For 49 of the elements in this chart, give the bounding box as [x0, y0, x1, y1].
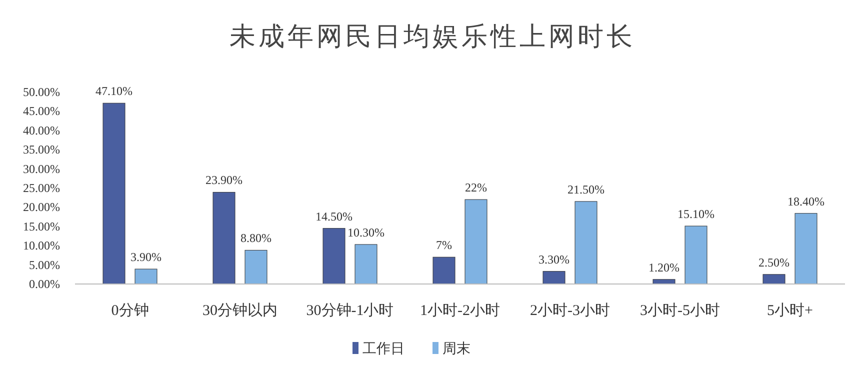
data-label: 18.40% — [788, 194, 824, 208]
y-tick-label: 0.00% — [29, 277, 60, 291]
x-tick-label: 30分钟以内 — [202, 302, 278, 319]
bar — [244, 250, 268, 284]
bar — [684, 226, 708, 284]
data-label: 21.50% — [568, 182, 604, 196]
data-label: 3.30% — [538, 252, 570, 266]
bar — [134, 268, 158, 284]
bar — [322, 228, 346, 284]
data-label: 3.90% — [130, 250, 162, 264]
y-tick-label: 45.00% — [23, 104, 60, 118]
x-tick-label: 1小时-2小时 — [420, 302, 500, 319]
data-label: 47.10% — [96, 84, 132, 98]
bar — [652, 279, 676, 284]
y-tick-label: 30.00% — [23, 162, 60, 176]
y-tick-label: 5.00% — [29, 258, 60, 272]
data-label: 14.50% — [316, 209, 352, 224]
x-tick-label: 0分钟 — [111, 302, 149, 319]
x-tick-label: 30分钟-1小时 — [306, 302, 394, 319]
bar — [542, 271, 566, 284]
x-tick-label: 2小时-3小时 — [530, 302, 610, 319]
bar — [794, 213, 818, 284]
bar — [354, 244, 378, 284]
bar — [464, 199, 488, 284]
y-tick-label: 10.00% — [23, 238, 60, 253]
bar — [212, 192, 236, 284]
y-tick-label: 35.00% — [23, 142, 60, 157]
data-label: 2.50% — [758, 255, 790, 270]
data-label: 7% — [436, 238, 452, 252]
y-tick-label: 15.00% — [23, 219, 60, 234]
bar — [762, 274, 786, 284]
data-label: 8.80% — [240, 231, 272, 246]
x-tick-label: 3小时-5小时 — [640, 302, 720, 319]
data-label: 15.10% — [678, 207, 714, 222]
y-tick-label: 50.00% — [23, 85, 60, 99]
x-tick-label: 5小时+ — [767, 302, 813, 319]
data-label: 10.30% — [348, 225, 384, 240]
y-tick-label: 25.00% — [23, 181, 60, 195]
data-label: 23.90% — [206, 173, 242, 188]
legend-label: 工作日 — [362, 341, 404, 357]
y-tick-label: 40.00% — [23, 123, 60, 138]
y-tick-label: 20.00% — [23, 200, 60, 214]
bar — [432, 256, 456, 284]
bar — [574, 201, 598, 284]
data-label: 22% — [465, 180, 487, 195]
chart-title: 未成年网民日均娱乐性上网时长 — [230, 22, 636, 51]
legend-label: 周末 — [442, 341, 470, 357]
bar — [102, 102, 126, 284]
data-label: 1.20% — [648, 260, 680, 274]
